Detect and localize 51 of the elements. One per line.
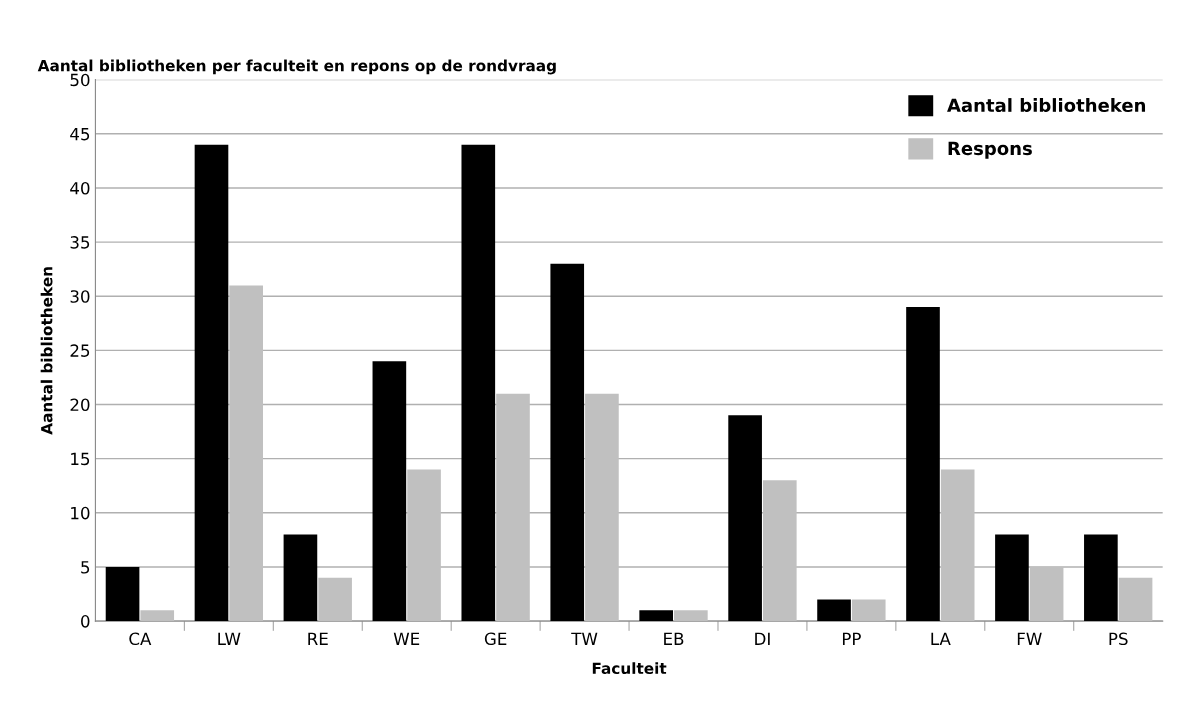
bar	[940, 469, 975, 622]
x-tick-label: WE	[393, 632, 420, 645]
x-tick-label: GE	[484, 632, 507, 646]
x-tick-label: EB	[664, 632, 684, 645]
x-axis-title: Faculteit	[592, 662, 667, 675]
bar	[372, 361, 407, 622]
y-tick-label: 0	[81, 615, 90, 628]
bar	[1084, 534, 1118, 622]
bar	[194, 144, 229, 622]
y-tick-label: 25	[70, 344, 90, 357]
bar	[550, 263, 585, 622]
x-tick-label: PP	[842, 632, 861, 645]
x-tick-label: RE	[308, 632, 328, 645]
x-tick-label: DI	[755, 632, 770, 645]
bar	[762, 480, 797, 622]
y-tick-label: 15	[71, 452, 90, 466]
bar	[318, 577, 352, 622]
x-tick-label: CA	[129, 632, 152, 646]
legend-label: Aantal bibliotheken	[947, 98, 1146, 113]
x-tick-label: TW	[571, 632, 598, 645]
bar	[817, 599, 851, 622]
bar	[906, 307, 940, 622]
y-tick-label: 35	[70, 236, 90, 249]
y-tick-label: 50	[70, 73, 90, 87]
bar	[229, 285, 263, 622]
bar	[674, 610, 708, 622]
y-tick-label: 5	[81, 561, 90, 574]
x-tick-label: FW	[1017, 632, 1042, 645]
y-axis-title: Aantal bibliotheken	[40, 267, 53, 435]
legend-label: Respons	[948, 141, 1032, 159]
bar	[461, 144, 496, 622]
bar	[639, 610, 673, 622]
y-tick-label: 45	[70, 127, 90, 141]
bar	[496, 393, 530, 622]
bar	[1118, 577, 1153, 622]
x-tick-label: PS	[1109, 632, 1128, 646]
y-tick-label: 10	[71, 506, 90, 520]
bar	[995, 534, 1029, 622]
bar	[105, 566, 140, 622]
x-tick-label: LW	[218, 632, 241, 645]
y-tick-label: 20	[70, 398, 90, 412]
bar	[407, 469, 441, 622]
bar	[728, 415, 762, 622]
bar	[1029, 566, 1064, 622]
bar	[283, 534, 318, 622]
x-tick-label: LA	[931, 632, 951, 645]
bar	[140, 610, 175, 622]
y-tick-label: 40	[70, 181, 90, 195]
bar	[851, 599, 886, 622]
bar	[585, 393, 619, 622]
y-tick-label: 30	[70, 290, 90, 303]
